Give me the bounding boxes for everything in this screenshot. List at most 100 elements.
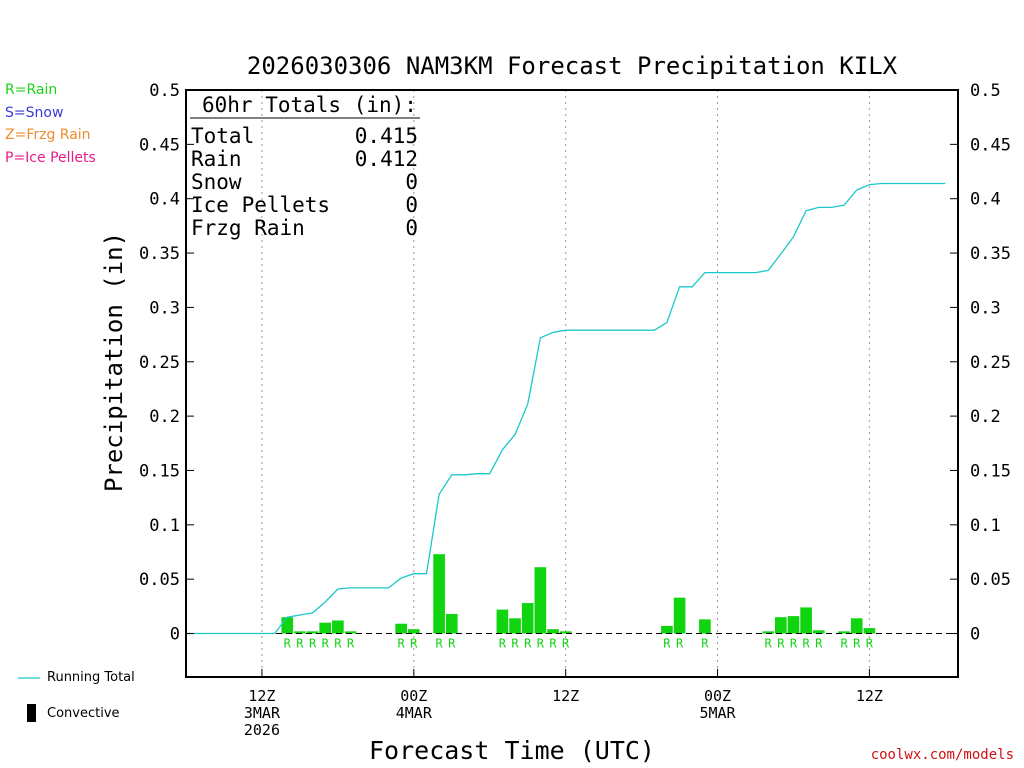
precip-bar — [838, 631, 850, 634]
y-tick-label-left: 0.15 — [139, 461, 180, 481]
totals-row-label: Frzg Rain — [191, 216, 305, 240]
credit-link[interactable]: coolwx.com/models — [870, 747, 1014, 763]
y-axis-right: 0 0.05 0.1 0.15 0.2 0.25 0.3 0.35 0.4 0.45 0.5 — [950, 81, 1011, 645]
ptype-label: R — [410, 637, 418, 651]
x-tick-label: 4MAR — [396, 704, 433, 722]
precip-bar — [673, 597, 686, 634]
y-tick-label-left: 0.3 — [149, 298, 180, 318]
precip-bar — [344, 631, 357, 634]
ptype-label: R — [701, 637, 709, 651]
precip-bar — [559, 631, 572, 634]
precip-bar — [332, 620, 344, 634]
x-axis-label: Forecast Time (UTC) — [369, 736, 655, 765]
convective-legend-swatch — [27, 704, 36, 722]
ptype-label: R — [347, 637, 355, 651]
y-tick-label-right: 0.15 — [970, 461, 1011, 481]
y-tick-label-right: 0.45 — [970, 135, 1011, 155]
y-tick-label-left: 0.4 — [149, 190, 180, 210]
y-tick-label-left: 0.35 — [139, 244, 180, 264]
precip-bar — [787, 616, 800, 634]
totals-row-value: 0 — [405, 170, 418, 194]
ptype-label: R — [866, 637, 874, 651]
y-tick-label-right: 0.25 — [970, 353, 1011, 373]
y-tick-label-right: 0.35 — [970, 244, 1011, 264]
precip-bar — [319, 622, 332, 634]
precip-bar — [445, 613, 458, 634]
precip-bar — [395, 623, 407, 634]
ptype-label: R — [765, 637, 773, 651]
ptype-label: R — [562, 637, 570, 651]
totals-row-label: Rain — [191, 147, 242, 171]
totals-row-value: 0 — [405, 216, 418, 240]
y-tick-label-right: 0.05 — [970, 570, 1011, 590]
y-tick-label-left: 0.2 — [149, 407, 180, 427]
y-tick-label-right: 0.1 — [970, 516, 1001, 536]
precip-bar — [661, 625, 673, 634]
plot-frame — [185, 89, 959, 678]
ptype-label: R — [322, 637, 330, 651]
x-tick-label: 12Z — [248, 687, 275, 705]
x-tick-label: 2026 — [244, 721, 280, 739]
ptype-legend-rain: R=Rain — [5, 82, 58, 98]
y-tick-label-right: 0.3 — [970, 298, 1001, 318]
precip-bar — [850, 618, 863, 634]
precip-bar — [294, 631, 306, 634]
precip-bar — [281, 617, 294, 634]
precip-bar — [521, 603, 534, 634]
ptype-label: R — [840, 637, 848, 651]
bottom-legend — [18, 677, 40, 722]
grid — [261, 90, 870, 677]
y-tick-label-left: 0.5 — [149, 81, 180, 101]
y-axis-label: Precipitation (in) — [100, 232, 128, 492]
ptype-label: R — [549, 637, 557, 651]
ptype-label: R — [815, 637, 823, 651]
ptype-label: R — [499, 637, 507, 651]
ptype-label: R — [777, 637, 785, 651]
totals-row-label: Ice Pellets — [191, 193, 330, 217]
ptype-label: R — [448, 637, 456, 651]
precip-bars — [281, 554, 876, 634]
ptype-label: R — [334, 637, 342, 651]
x-tick-label: 5MAR — [699, 704, 736, 722]
precip-bar — [800, 607, 812, 634]
x-tick-label: 12Z — [856, 687, 883, 705]
x-tick-label: 00Z — [400, 687, 427, 705]
ptype-label: R — [790, 637, 798, 651]
precip-bar — [547, 629, 559, 634]
precip-bar — [534, 567, 547, 634]
y-tick-label-left: 0.45 — [139, 135, 180, 155]
y-tick-label-left: 0.1 — [149, 516, 180, 536]
ptype-label: R — [853, 637, 861, 651]
ptype-label: R — [524, 637, 532, 651]
ptype-label: R — [435, 637, 443, 651]
running-total-legend-label: Running Total — [47, 670, 135, 685]
ptype-label: R — [398, 637, 406, 651]
precip-bar — [699, 619, 711, 634]
y-tick-label-right: 0.4 — [970, 190, 1001, 210]
y-tick-label-left: 0 — [170, 625, 180, 645]
ptype-label: R — [803, 637, 811, 651]
y-tick-label-left: 0.25 — [139, 353, 180, 373]
totals-row-value: 0.412 — [355, 147, 418, 171]
ptype-legend-ice-pellets: P=Ice Pellets — [5, 150, 96, 166]
ptype-legend-snow: S=Snow — [5, 105, 64, 121]
y-tick-label-left: 0.05 — [139, 570, 180, 590]
chart-title: 2026030306 NAM3KM Forecast Precipitation… — [247, 52, 898, 80]
ptype-label: R — [309, 637, 317, 651]
running-total-line — [186, 182, 946, 635]
y-axis-left: 0 0.05 0.1 0.15 0.2 0.25 0.3 0.35 0.4 0.45 0.5 — [139, 81, 194, 645]
precip-bar — [306, 631, 319, 634]
precip-bar — [863, 628, 876, 634]
ptype-label: R — [537, 637, 545, 651]
ptype-label: R — [663, 637, 671, 651]
totals-row-label: Total — [191, 124, 254, 148]
precip-bar — [407, 629, 420, 634]
x-tick-label: 3MAR — [244, 704, 281, 722]
y-tick-label-right: 0 — [970, 625, 980, 645]
precip-bar — [509, 618, 521, 634]
ptype-label: R — [296, 637, 304, 651]
x-tick-label: 12Z — [552, 687, 579, 705]
